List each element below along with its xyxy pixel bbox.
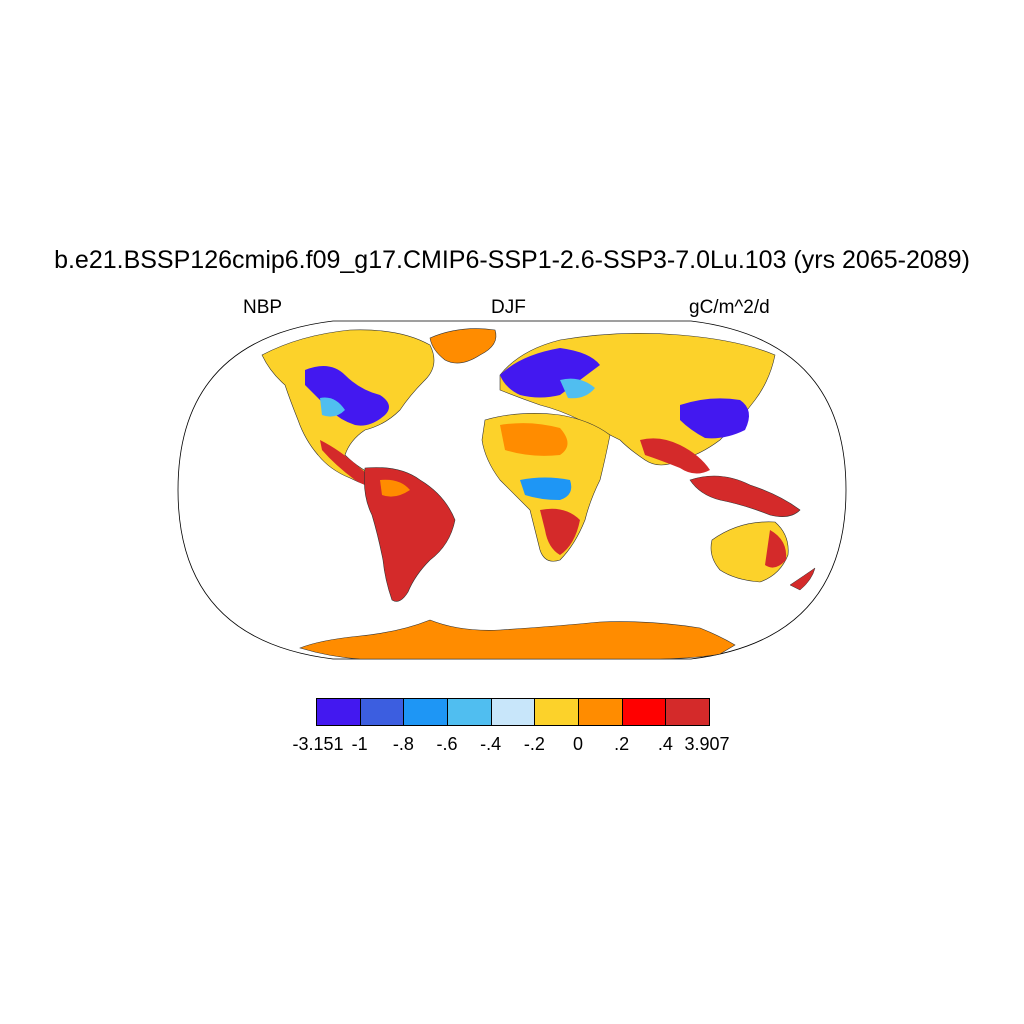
south-asia-positive: [640, 438, 710, 474]
colorbar-swatch: [490, 698, 536, 726]
colorbar-swatch: [316, 698, 361, 726]
colorbar-swatch: [447, 698, 492, 726]
colorbar-swatch: [665, 698, 710, 726]
north-america-east-light: [320, 397, 345, 417]
europe-light: [560, 378, 595, 399]
colorbar-swatch: [621, 698, 667, 726]
colorbar-swatch: [359, 698, 405, 726]
africa-equatorial-mixed: [520, 477, 572, 500]
colorbar-tick-label: .2: [614, 734, 630, 754]
south-america-landmass: [364, 467, 456, 602]
europe-negative: [500, 348, 600, 398]
colorbar-swatch: [534, 698, 579, 726]
africa-sahara-orange: [500, 423, 568, 456]
south-america-orange: [380, 479, 410, 497]
maritime-continent: [689, 475, 801, 517]
north-america-east-negative: [305, 366, 389, 426]
colorbar-tick-label: 0: [572, 734, 584, 754]
colorbar-tick-label: -.2: [523, 734, 545, 754]
australia-east-positive: [765, 530, 787, 568]
colorbar-swatch: [403, 698, 448, 726]
colorbar-tick-label: .4: [657, 734, 673, 754]
colorbar-tick-label: -1: [351, 734, 368, 754]
colorbar-tick-label: -.8: [392, 734, 414, 754]
africa-south-positive: [540, 508, 580, 555]
colorbar-tick-label: 3.907: [684, 734, 730, 754]
east-asia-negative: [680, 398, 749, 439]
colorbar-tick-label: -3.151: [292, 734, 344, 754]
colorbar-swatch: [578, 698, 623, 726]
units-label: gC/m^2/d: [689, 297, 770, 318]
colorbar-tick-label: -.6: [436, 734, 458, 754]
colorbar-tick-label: -.4: [480, 734, 502, 754]
greenland-landmass: [429, 328, 497, 364]
season-label: DJF: [491, 297, 526, 318]
new-zealand-landmass: [789, 567, 816, 591]
plot-title: b.e21.BSSP126cmip6.f09_g17.CMIP6-SSP1-2.…: [54, 246, 970, 274]
variable-label: NBP: [243, 297, 283, 318]
antarctica-landmass: [299, 619, 736, 660]
